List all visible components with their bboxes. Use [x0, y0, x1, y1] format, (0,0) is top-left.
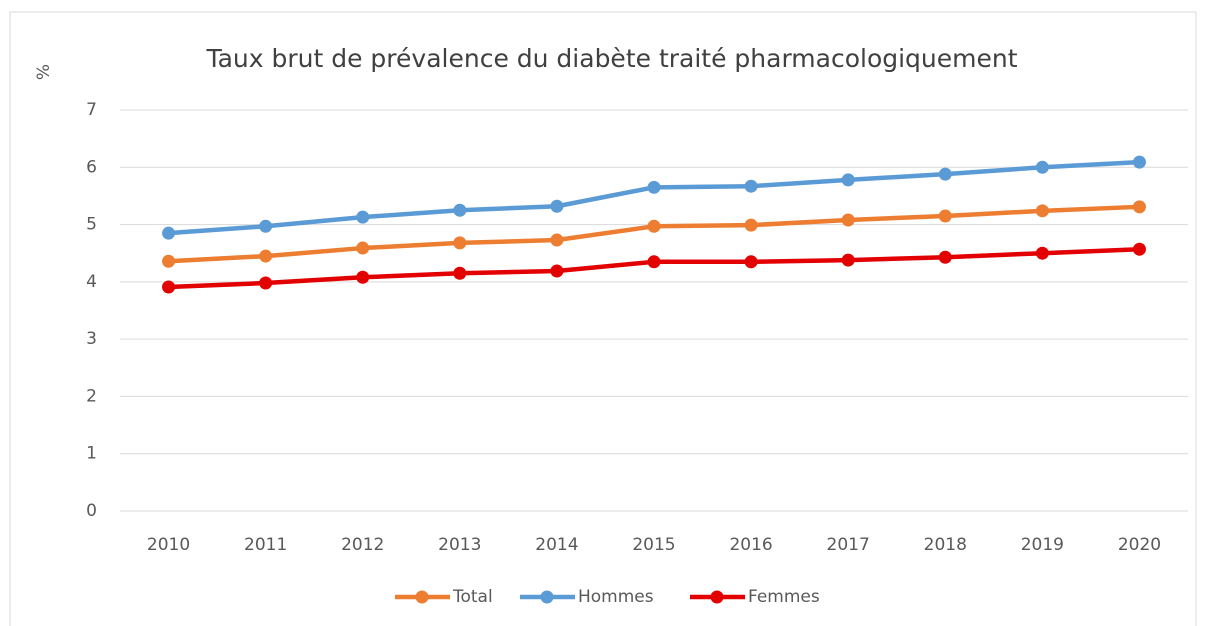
data-point: [938, 250, 952, 264]
data-point: [453, 266, 467, 280]
data-point: [841, 253, 855, 267]
x-tick-label: 2019: [1021, 535, 1064, 555]
data-point: [647, 219, 661, 233]
data-point: [550, 199, 564, 213]
x-tick-label: 2012: [341, 535, 384, 555]
data-point: [938, 209, 952, 223]
y-axis-label: %: [34, 64, 54, 80]
y-tick-label: 3: [86, 329, 97, 349]
data-point: [841, 173, 855, 187]
x-tick-label: 2017: [827, 535, 870, 555]
x-tick-label: 2018: [924, 535, 967, 555]
y-tick-label: 6: [86, 157, 97, 177]
x-tick-label: 2013: [438, 535, 481, 555]
data-point: [841, 213, 855, 227]
data-point: [744, 255, 758, 269]
y-tick-label: 4: [86, 272, 97, 292]
chart-frame: [9, 11, 1197, 626]
x-tick-label: 2014: [535, 535, 578, 555]
data-point: [453, 236, 467, 250]
data-point: [162, 226, 176, 240]
data-point: [356, 210, 370, 224]
x-tick-label: 2015: [632, 535, 675, 555]
data-point: [1035, 246, 1049, 260]
legend-marker: [710, 590, 724, 604]
data-point: [550, 233, 564, 247]
y-tick-label: 1: [86, 444, 97, 464]
data-point: [1035, 160, 1049, 174]
y-tick-label: 0: [86, 501, 97, 521]
legend-label: Femmes: [748, 587, 820, 607]
y-tick-label: 7: [86, 100, 97, 120]
y-tick-label: 2: [86, 386, 97, 406]
data-point: [550, 264, 564, 278]
data-point: [1132, 155, 1146, 169]
legend-label: Hommes: [578, 587, 654, 607]
data-point: [453, 203, 467, 217]
legend-marker: [415, 590, 429, 604]
chart-title: Taux brut de prévalence du diabète trait…: [205, 44, 1017, 73]
data-point: [356, 241, 370, 255]
data-point: [647, 180, 661, 194]
x-tick-label: 2010: [147, 535, 190, 555]
x-tick-label: 2020: [1118, 535, 1161, 555]
data-point: [744, 218, 758, 232]
x-tick-label: 2016: [729, 535, 772, 555]
data-point: [1132, 200, 1146, 214]
data-point: [259, 276, 273, 290]
data-point: [647, 255, 661, 269]
data-point: [1132, 242, 1146, 256]
y-tick-label: 5: [86, 215, 97, 235]
x-tick-label: 2011: [244, 535, 287, 555]
data-point: [162, 280, 176, 294]
legend-marker: [540, 590, 554, 604]
data-point: [162, 254, 176, 268]
data-point: [356, 270, 370, 284]
data-point: [259, 249, 273, 263]
data-point: [1035, 204, 1049, 218]
data-point: [259, 219, 273, 233]
legend-label: Total: [452, 587, 493, 607]
data-point: [744, 179, 758, 193]
data-point: [938, 167, 952, 181]
